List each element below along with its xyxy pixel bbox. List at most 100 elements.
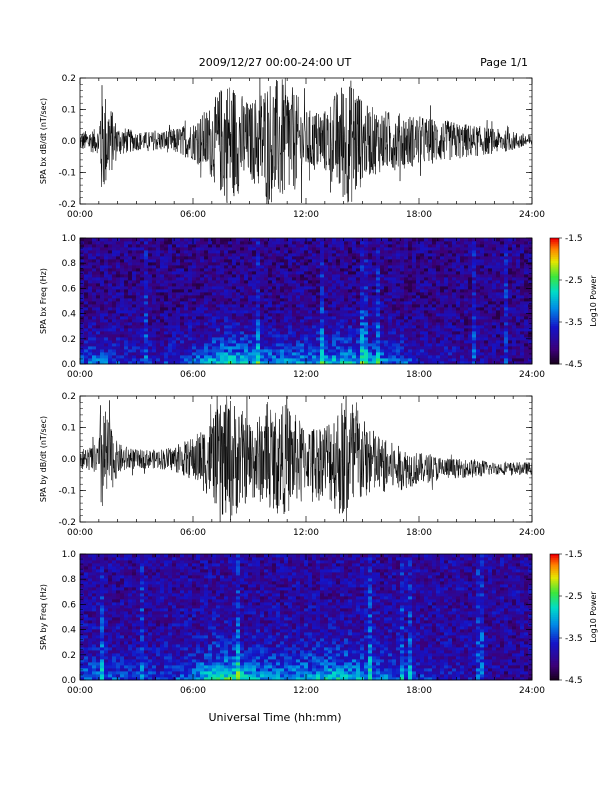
heatmap-cell bbox=[136, 283, 141, 287]
heatmap-cell bbox=[192, 298, 197, 302]
heatmap-cell bbox=[256, 265, 261, 269]
heatmap-cell bbox=[184, 328, 189, 332]
heatmap-cell bbox=[396, 343, 401, 347]
heatmap-cell bbox=[132, 337, 137, 341]
heatmap-cell bbox=[416, 328, 421, 332]
heatmap-cell bbox=[192, 307, 197, 311]
heatmap-cell bbox=[172, 277, 177, 281]
heatmap-cell bbox=[464, 292, 469, 296]
heatmap-cell bbox=[444, 304, 449, 308]
heatmap-cell bbox=[264, 352, 269, 356]
heatmap-cell bbox=[340, 286, 345, 290]
heatmap-cell bbox=[448, 304, 453, 308]
heatmap-cell bbox=[452, 244, 457, 248]
heatmap-cell bbox=[520, 241, 525, 245]
heatmap-cell bbox=[328, 358, 333, 362]
heatmap-cell bbox=[432, 295, 437, 299]
heatmap-cell bbox=[184, 250, 189, 254]
heatmap-cell bbox=[452, 322, 457, 326]
heatmap-cell bbox=[176, 313, 181, 317]
heatmap-cell bbox=[212, 328, 217, 332]
heatmap-cell bbox=[292, 310, 297, 314]
heatmap-cell bbox=[328, 340, 333, 344]
heatmap-cell bbox=[388, 298, 393, 302]
heatmap-cell bbox=[452, 352, 457, 356]
heatmap-cell bbox=[448, 319, 453, 323]
heatmap-cell bbox=[364, 361, 369, 365]
heatmap-cell bbox=[100, 280, 105, 284]
heatmap-cell bbox=[176, 343, 181, 347]
heatmap-cell bbox=[436, 271, 441, 275]
heatmap-cell bbox=[524, 286, 529, 290]
heatmap-cell bbox=[504, 289, 509, 293]
heatmap-cell bbox=[320, 331, 325, 335]
heatmap-cell bbox=[332, 268, 337, 272]
heatmap-cell bbox=[160, 352, 165, 356]
heatmap-cell bbox=[140, 325, 145, 329]
heatmap-cell bbox=[396, 316, 401, 320]
heatmap-cell bbox=[428, 253, 433, 257]
heatmap-cell bbox=[164, 352, 169, 356]
heatmap-cell bbox=[420, 265, 425, 269]
heatmap-cell bbox=[164, 328, 169, 332]
heatmap-cell bbox=[360, 271, 365, 275]
heatmap-cell bbox=[312, 334, 317, 338]
heatmap-cell bbox=[164, 355, 169, 359]
heatmap-cell bbox=[392, 322, 397, 326]
heatmap-cell bbox=[508, 289, 513, 293]
heatmap-cell bbox=[472, 343, 477, 347]
heatmap-cell bbox=[256, 337, 261, 341]
heatmap-cell bbox=[444, 286, 449, 290]
heatmap-cell bbox=[248, 361, 253, 365]
heatmap-cell bbox=[376, 340, 381, 344]
heatmap-cell bbox=[156, 310, 161, 314]
heatmap-cell bbox=[164, 295, 169, 299]
heatmap-cell bbox=[380, 241, 385, 245]
heatmap-cell bbox=[168, 286, 173, 290]
heatmap-cell bbox=[340, 256, 345, 260]
heatmap-cell bbox=[384, 283, 389, 287]
heatmap-cell bbox=[296, 343, 301, 347]
heatmap-cell bbox=[452, 250, 457, 254]
heatmap-cell bbox=[460, 340, 465, 344]
heatmap-cell bbox=[412, 310, 417, 314]
heatmap-cell bbox=[488, 247, 493, 251]
heatmap-cell bbox=[280, 346, 285, 350]
heatmap-cell bbox=[156, 313, 161, 317]
heatmap-cell bbox=[128, 301, 133, 305]
heatmap-cell bbox=[200, 331, 205, 335]
heatmap-cell bbox=[276, 301, 281, 305]
heatmap-cell bbox=[408, 340, 413, 344]
heatmap-cell bbox=[500, 355, 505, 359]
heatmap-cell bbox=[280, 319, 285, 323]
heatmap-cell bbox=[412, 241, 417, 245]
heatmap-cell bbox=[420, 253, 425, 257]
heatmap-cell bbox=[256, 298, 261, 302]
heatmap-cell bbox=[324, 355, 329, 359]
heatmap-cell bbox=[192, 271, 197, 275]
heatmap-cell bbox=[120, 274, 125, 278]
heatmap-cell bbox=[528, 331, 533, 335]
heatmap-cell bbox=[500, 286, 505, 290]
heatmap-cell bbox=[504, 334, 509, 338]
heatmap-cell bbox=[524, 268, 529, 272]
heatmap-cell bbox=[384, 244, 389, 248]
heatmap-cell bbox=[364, 328, 369, 332]
heatmap-cell bbox=[128, 268, 133, 272]
heatmap-cell bbox=[136, 328, 141, 332]
heatmap-cell bbox=[488, 259, 493, 263]
heatmap-cell bbox=[456, 361, 461, 365]
heatmap-cell bbox=[288, 259, 293, 263]
heatmap-cell bbox=[176, 319, 181, 323]
heatmap-cell bbox=[452, 316, 457, 320]
heatmap-cell bbox=[392, 283, 397, 287]
heatmap-cell bbox=[388, 304, 393, 308]
heatmap-cell bbox=[192, 268, 197, 272]
heatmap-cell bbox=[484, 310, 489, 314]
heatmap-cell bbox=[156, 361, 161, 365]
heatmap-cell bbox=[228, 340, 233, 344]
heatmap-cell bbox=[148, 277, 153, 281]
heatmap-cell bbox=[168, 310, 173, 314]
heatmap-cell bbox=[368, 331, 373, 335]
heatmap-cell bbox=[228, 292, 233, 296]
